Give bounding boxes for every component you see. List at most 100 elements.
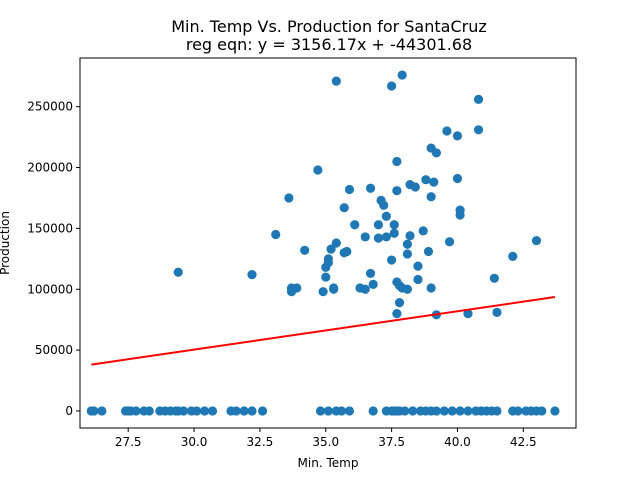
data-point	[315, 406, 326, 416]
data-point	[389, 228, 399, 238]
data-point	[455, 406, 465, 416]
data-point	[318, 287, 328, 297]
data-point	[400, 406, 410, 416]
data-point	[144, 406, 154, 416]
data-point	[247, 270, 257, 280]
data-point	[531, 235, 542, 246]
data-point	[368, 279, 378, 289]
data-point	[231, 406, 241, 416]
data-point	[447, 406, 457, 416]
x-axis-label: Min. Temp	[298, 456, 359, 470]
data-point	[413, 261, 423, 271]
data-point	[336, 406, 347, 416]
data-point	[300, 245, 310, 255]
data-point	[410, 182, 420, 192]
data-point	[452, 173, 463, 184]
data-point	[313, 165, 323, 175]
data-point	[131, 406, 141, 416]
y-tick-label: 200000	[27, 161, 73, 175]
data-point	[360, 232, 370, 242]
data-point	[368, 406, 378, 416]
y-tick-label: 250000	[27, 100, 73, 114]
data-point	[342, 246, 352, 257]
data-point	[413, 274, 423, 285]
y-tick-label: 150000	[27, 221, 73, 235]
x-tick-label: 42.5	[510, 435, 537, 449]
data-point	[350, 220, 360, 230]
data-point	[344, 406, 355, 416]
data-point	[442, 126, 452, 136]
data-point	[492, 406, 502, 416]
data-point	[373, 220, 384, 230]
data-point	[326, 244, 336, 254]
data-point	[426, 283, 436, 293]
data-point	[329, 284, 339, 294]
data-point	[323, 406, 333, 416]
data-point	[271, 229, 281, 240]
x-tick-label: 37.5	[378, 435, 405, 449]
y-axis-label: Production	[0, 211, 12, 275]
data-point	[257, 406, 268, 416]
data-point	[392, 156, 402, 167]
x-axis: 27.5 30.0 32.5 35.0 37.5 40.0 42.5	[115, 428, 537, 449]
plot-area	[86, 70, 560, 416]
data-point	[178, 406, 189, 416]
data-point	[463, 308, 473, 319]
data-point	[389, 220, 399, 230]
data-point	[426, 192, 436, 202]
data-point	[173, 267, 183, 277]
data-point	[381, 211, 391, 221]
data-point	[379, 200, 389, 210]
data-point	[455, 210, 465, 220]
data-point	[439, 406, 449, 416]
data-point	[239, 406, 249, 416]
data-point	[199, 406, 210, 416]
chart-title: Min. Temp Vs. Production for SantaCruz	[171, 17, 487, 36]
data-point	[550, 406, 560, 416]
plot-frame	[79, 57, 577, 429]
data-point	[323, 257, 333, 268]
data-point	[207, 406, 218, 416]
data-point	[431, 406, 441, 416]
x-tick-label: 32.5	[247, 435, 274, 449]
data-point	[292, 283, 302, 293]
x-tick-label: 27.5	[115, 435, 142, 449]
data-point	[513, 406, 523, 416]
data-point	[489, 273, 499, 283]
data-point	[444, 237, 455, 247]
data-point	[381, 232, 391, 242]
data-point	[331, 76, 341, 86]
data-point	[97, 406, 107, 416]
data-point	[344, 184, 355, 195]
data-point	[331, 238, 341, 248]
data-point	[247, 406, 257, 416]
data-point	[392, 308, 402, 319]
data-point	[89, 406, 99, 416]
data-point	[418, 226, 428, 236]
data-point	[284, 193, 294, 203]
data-point	[473, 94, 484, 104]
data-point	[387, 81, 397, 91]
y-tick-label: 100000	[27, 282, 73, 296]
chart-subtitle: reg eqn: y = 3156.17x + -44301.68	[186, 35, 472, 54]
data-point	[431, 148, 441, 158]
data-point	[402, 239, 413, 249]
data-point	[463, 406, 473, 416]
data-point	[423, 246, 434, 257]
y-tick-label: 0	[65, 404, 73, 418]
y-tick-label: 50000	[35, 343, 73, 357]
data-point	[421, 175, 431, 185]
data-point	[402, 284, 413, 294]
data-point	[365, 183, 376, 193]
data-point	[373, 233, 384, 243]
data-point	[537, 406, 547, 416]
regression-line	[91, 296, 556, 366]
x-tick-label: 40.0	[444, 435, 471, 449]
data-point	[408, 406, 418, 416]
data-point	[321, 272, 331, 282]
data-point	[394, 298, 405, 308]
data-point	[360, 284, 370, 294]
x-tick-label: 30.0	[181, 435, 208, 449]
data-point	[429, 177, 439, 187]
